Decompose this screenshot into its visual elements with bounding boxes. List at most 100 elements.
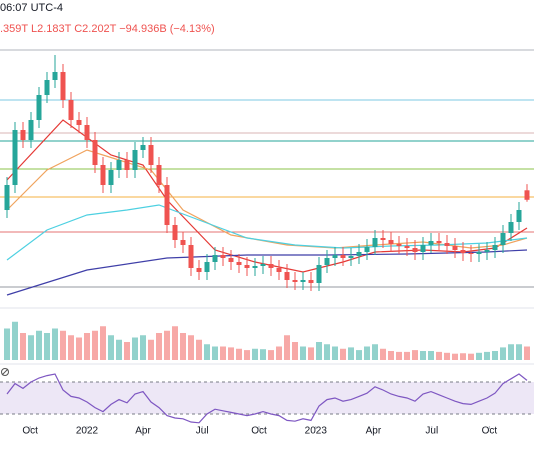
volume-bar (420, 351, 426, 360)
candle-body (420, 245, 426, 252)
volume-bar (84, 333, 90, 360)
candle-body (380, 238, 386, 240)
volume-bar (212, 346, 218, 360)
volume-bar (116, 339, 122, 360)
volume-bar (44, 333, 50, 360)
volume-bar (500, 347, 506, 360)
volume-bar (4, 328, 10, 360)
candle-body (500, 233, 506, 245)
candle-body (404, 246, 410, 248)
candle-body (116, 160, 122, 170)
volume-bar (132, 337, 138, 360)
volume-bar (460, 353, 466, 360)
volume-bar (492, 351, 498, 360)
candle-body (244, 265, 250, 268)
candle-body (436, 241, 442, 243)
volume-bar (140, 335, 146, 360)
volume-bar (484, 351, 490, 360)
volume-bar (260, 349, 266, 360)
x-tick-label: Apr (135, 426, 151, 437)
candle-body (60, 72, 66, 100)
volume-bar (300, 346, 306, 360)
volume-bar (428, 351, 434, 360)
volume-bar (348, 347, 354, 360)
candle-body (52, 72, 58, 80)
x-tick-label: Apr (366, 426, 382, 437)
volume-bar (284, 335, 290, 360)
volume-bar (124, 342, 130, 360)
candle-body (348, 256, 354, 258)
candle-body (4, 185, 10, 210)
volume-bar (396, 351, 402, 360)
candle-body (212, 255, 218, 262)
x-tick-label: 2022 (76, 426, 99, 437)
candle-body (188, 245, 194, 268)
candle-body (276, 268, 282, 272)
volume-bar (316, 342, 322, 360)
candle-body (356, 252, 362, 256)
header-time: 06:07 UTC-4 (0, 2, 63, 14)
volume-bar (188, 335, 194, 360)
candle-body (164, 185, 170, 225)
volume-bar (388, 351, 394, 360)
candle-body (132, 150, 138, 170)
volume-bar (20, 333, 26, 360)
candle-body (364, 247, 370, 252)
volume-bar (68, 335, 74, 360)
candle-body (444, 243, 450, 246)
volume-bar (364, 346, 370, 360)
candle-body (236, 262, 242, 265)
candle-body (316, 265, 322, 283)
volume-bar (236, 348, 242, 360)
volume-bar (156, 333, 162, 360)
x-tick-label: 2023 (305, 426, 328, 437)
volume-bar (76, 337, 82, 360)
volume-bar (148, 339, 154, 360)
header-quote: .359T L2.183T C2.202T −94.936B (−4.13%) (0, 23, 215, 35)
candle-body (300, 280, 306, 282)
candle-body (44, 80, 50, 95)
volume-bar (308, 347, 314, 360)
rsi-band (0, 382, 534, 414)
volume-bar (172, 326, 178, 360)
candle-body (284, 272, 290, 280)
volume-bar (36, 330, 42, 360)
volume-bar (196, 339, 202, 360)
candle-body (252, 266, 258, 268)
volume-bar (28, 335, 34, 360)
volume-bar (60, 330, 66, 360)
volume-bar (100, 326, 106, 360)
candle-body (396, 244, 402, 246)
candle-body (20, 130, 26, 140)
volume-bar (404, 351, 410, 360)
candle-body (220, 255, 226, 258)
volume-bar (380, 348, 386, 360)
rsi-line (6, 373, 528, 424)
candle-body (268, 264, 274, 268)
volume-bar (340, 348, 346, 360)
x-tick-label: Jul (425, 426, 438, 437)
volume-bar (164, 330, 170, 360)
candle-body (372, 238, 378, 247)
x-tick-label: Oct (251, 426, 267, 437)
candle-body (492, 245, 498, 250)
x-tick-label: Oct (482, 426, 498, 437)
candle-body (228, 258, 234, 262)
candle-body (76, 120, 82, 125)
volume-bar (268, 350, 274, 360)
volume-bar (508, 344, 514, 360)
volume-bar (292, 342, 298, 360)
candle-body (412, 248, 418, 252)
candle-body (484, 250, 490, 252)
volume-bar (356, 350, 362, 360)
volume-bar (324, 344, 330, 360)
candle-body (452, 246, 458, 250)
candle-body (68, 100, 74, 120)
candle-body (460, 250, 466, 253)
volume-bar (516, 344, 522, 360)
candle-body (476, 252, 482, 254)
x-tick-label: Jul (196, 426, 209, 437)
candle-body (140, 145, 146, 150)
candle-body (100, 165, 106, 185)
